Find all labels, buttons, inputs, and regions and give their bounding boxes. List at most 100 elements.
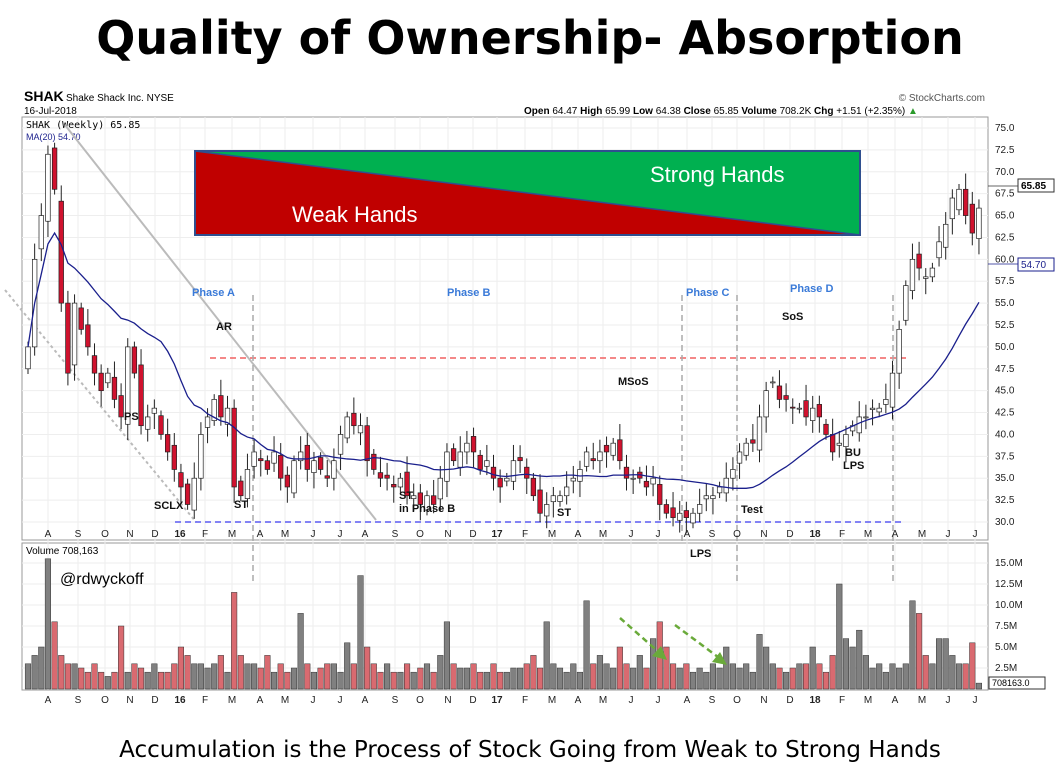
candle-body: [630, 477, 636, 480]
candle-body: [158, 415, 164, 435]
phase-dividers: [252, 295, 894, 585]
volume-bar: [171, 663, 178, 690]
volume-bar: [503, 671, 510, 690]
ma-line: [27, 231, 980, 489]
candle-body: [364, 425, 370, 462]
volume-bar: [177, 646, 184, 690]
x-tick-label: J: [338, 529, 343, 540]
volume-bar: [836, 583, 843, 690]
candle-body: [244, 469, 251, 499]
candle-body: [869, 407, 876, 410]
price-panel: [21, 116, 989, 541]
phase-b-label: Phase B: [447, 287, 490, 299]
candle-body: [690, 512, 696, 524]
volume-bar: [803, 663, 810, 690]
volume-bar: [390, 671, 397, 690]
candle-body: [111, 376, 118, 400]
volume-bar: [936, 638, 943, 690]
volume-bar: [350, 663, 357, 690]
candle-body: [810, 407, 816, 421]
volume-bar: [264, 655, 271, 690]
volume-bar: [384, 663, 391, 690]
price-tag: 65.85: [988, 178, 1055, 193]
candle-body: [384, 474, 390, 479]
x-tick-label: N: [126, 529, 133, 540]
volume-bar: [563, 671, 570, 690]
candle-body: [909, 258, 916, 291]
volume-bar: [204, 667, 211, 690]
candle-body: [171, 444, 177, 470]
candle-body: [391, 484, 397, 488]
volume-bar: [896, 667, 903, 690]
volume-bar: [583, 600, 590, 690]
st-label: ST: [234, 499, 248, 511]
volume-bar: [743, 663, 750, 690]
volume-bar: [463, 667, 470, 690]
volume-bar: [670, 663, 677, 690]
candle-body: [969, 203, 975, 234]
x-tick-label: D: [469, 529, 476, 540]
candle-body: [583, 451, 590, 467]
candle-body: [524, 466, 530, 479]
candle-body: [696, 504, 703, 514]
volume-bar: [257, 667, 264, 690]
x-tick-label: F: [839, 529, 845, 540]
candle-body: [291, 460, 297, 494]
x-tick-label: A: [684, 529, 691, 540]
candle-body: [544, 504, 550, 517]
candle-body: [145, 416, 151, 430]
volume-bar: [111, 671, 118, 690]
x-tick-label: A: [575, 529, 582, 540]
volume-bar: [404, 663, 411, 690]
volume-bar: [876, 663, 883, 690]
candles: [25, 142, 982, 534]
x-tick-label: A: [257, 529, 264, 540]
volume-bar: [51, 621, 58, 690]
volume-bar: [889, 663, 896, 690]
candle-body: [943, 223, 949, 248]
candle-body: [843, 434, 849, 447]
volume-bar: [64, 663, 71, 690]
volume-bar: [397, 671, 404, 690]
candle-body: [211, 399, 217, 421]
x-tick-label: M: [228, 695, 236, 706]
arrow-head-icon: [652, 646, 667, 660]
candle-body: [883, 399, 889, 405]
x-tick-label: 16: [174, 529, 186, 540]
candle-body: [65, 302, 71, 374]
volume-bar: [703, 671, 710, 690]
st-phase-b-sub: in Phase B: [399, 503, 455, 515]
candle-body: [98, 372, 104, 392]
open-label: Open: [524, 106, 550, 117]
x-tick-label: 17: [491, 695, 503, 706]
x-tick-label: A: [892, 529, 899, 540]
x-tick-label: F: [202, 529, 208, 540]
chg-label: Chg: [814, 106, 833, 117]
msos-label: MSoS: [618, 376, 649, 388]
volume-bar: [882, 671, 889, 690]
x-tick-label: O: [101, 695, 109, 706]
candle-body: [377, 472, 384, 479]
volume-arrows: [619, 617, 723, 662]
candle-body: [238, 480, 244, 497]
volume-bar: [457, 667, 464, 690]
volume-bar: [157, 671, 165, 690]
candle-body: [470, 436, 477, 453]
volume-bar: [576, 671, 584, 690]
candle-body: [464, 442, 470, 453]
volume-bar: [856, 629, 863, 690]
quote-summary: Open 64.47 High 65.99 Low 64.38 Close 65…: [524, 106, 918, 117]
candle-body: [131, 346, 138, 374]
volume-bar: [689, 671, 697, 690]
candle-body: [783, 395, 789, 400]
candle-body: [650, 477, 656, 485]
lps-label: LPS: [690, 548, 711, 560]
candle-body: [165, 434, 171, 453]
volume-bar: [324, 663, 331, 690]
volume-bar: [483, 671, 490, 690]
page-title: Quality of Ownership- Absorption: [96, 11, 963, 65]
volume-panel: [21, 542, 989, 691]
y-tick-label: 65.0: [995, 211, 1015, 222]
candle-body: [517, 457, 523, 462]
candle-body: [105, 372, 111, 384]
